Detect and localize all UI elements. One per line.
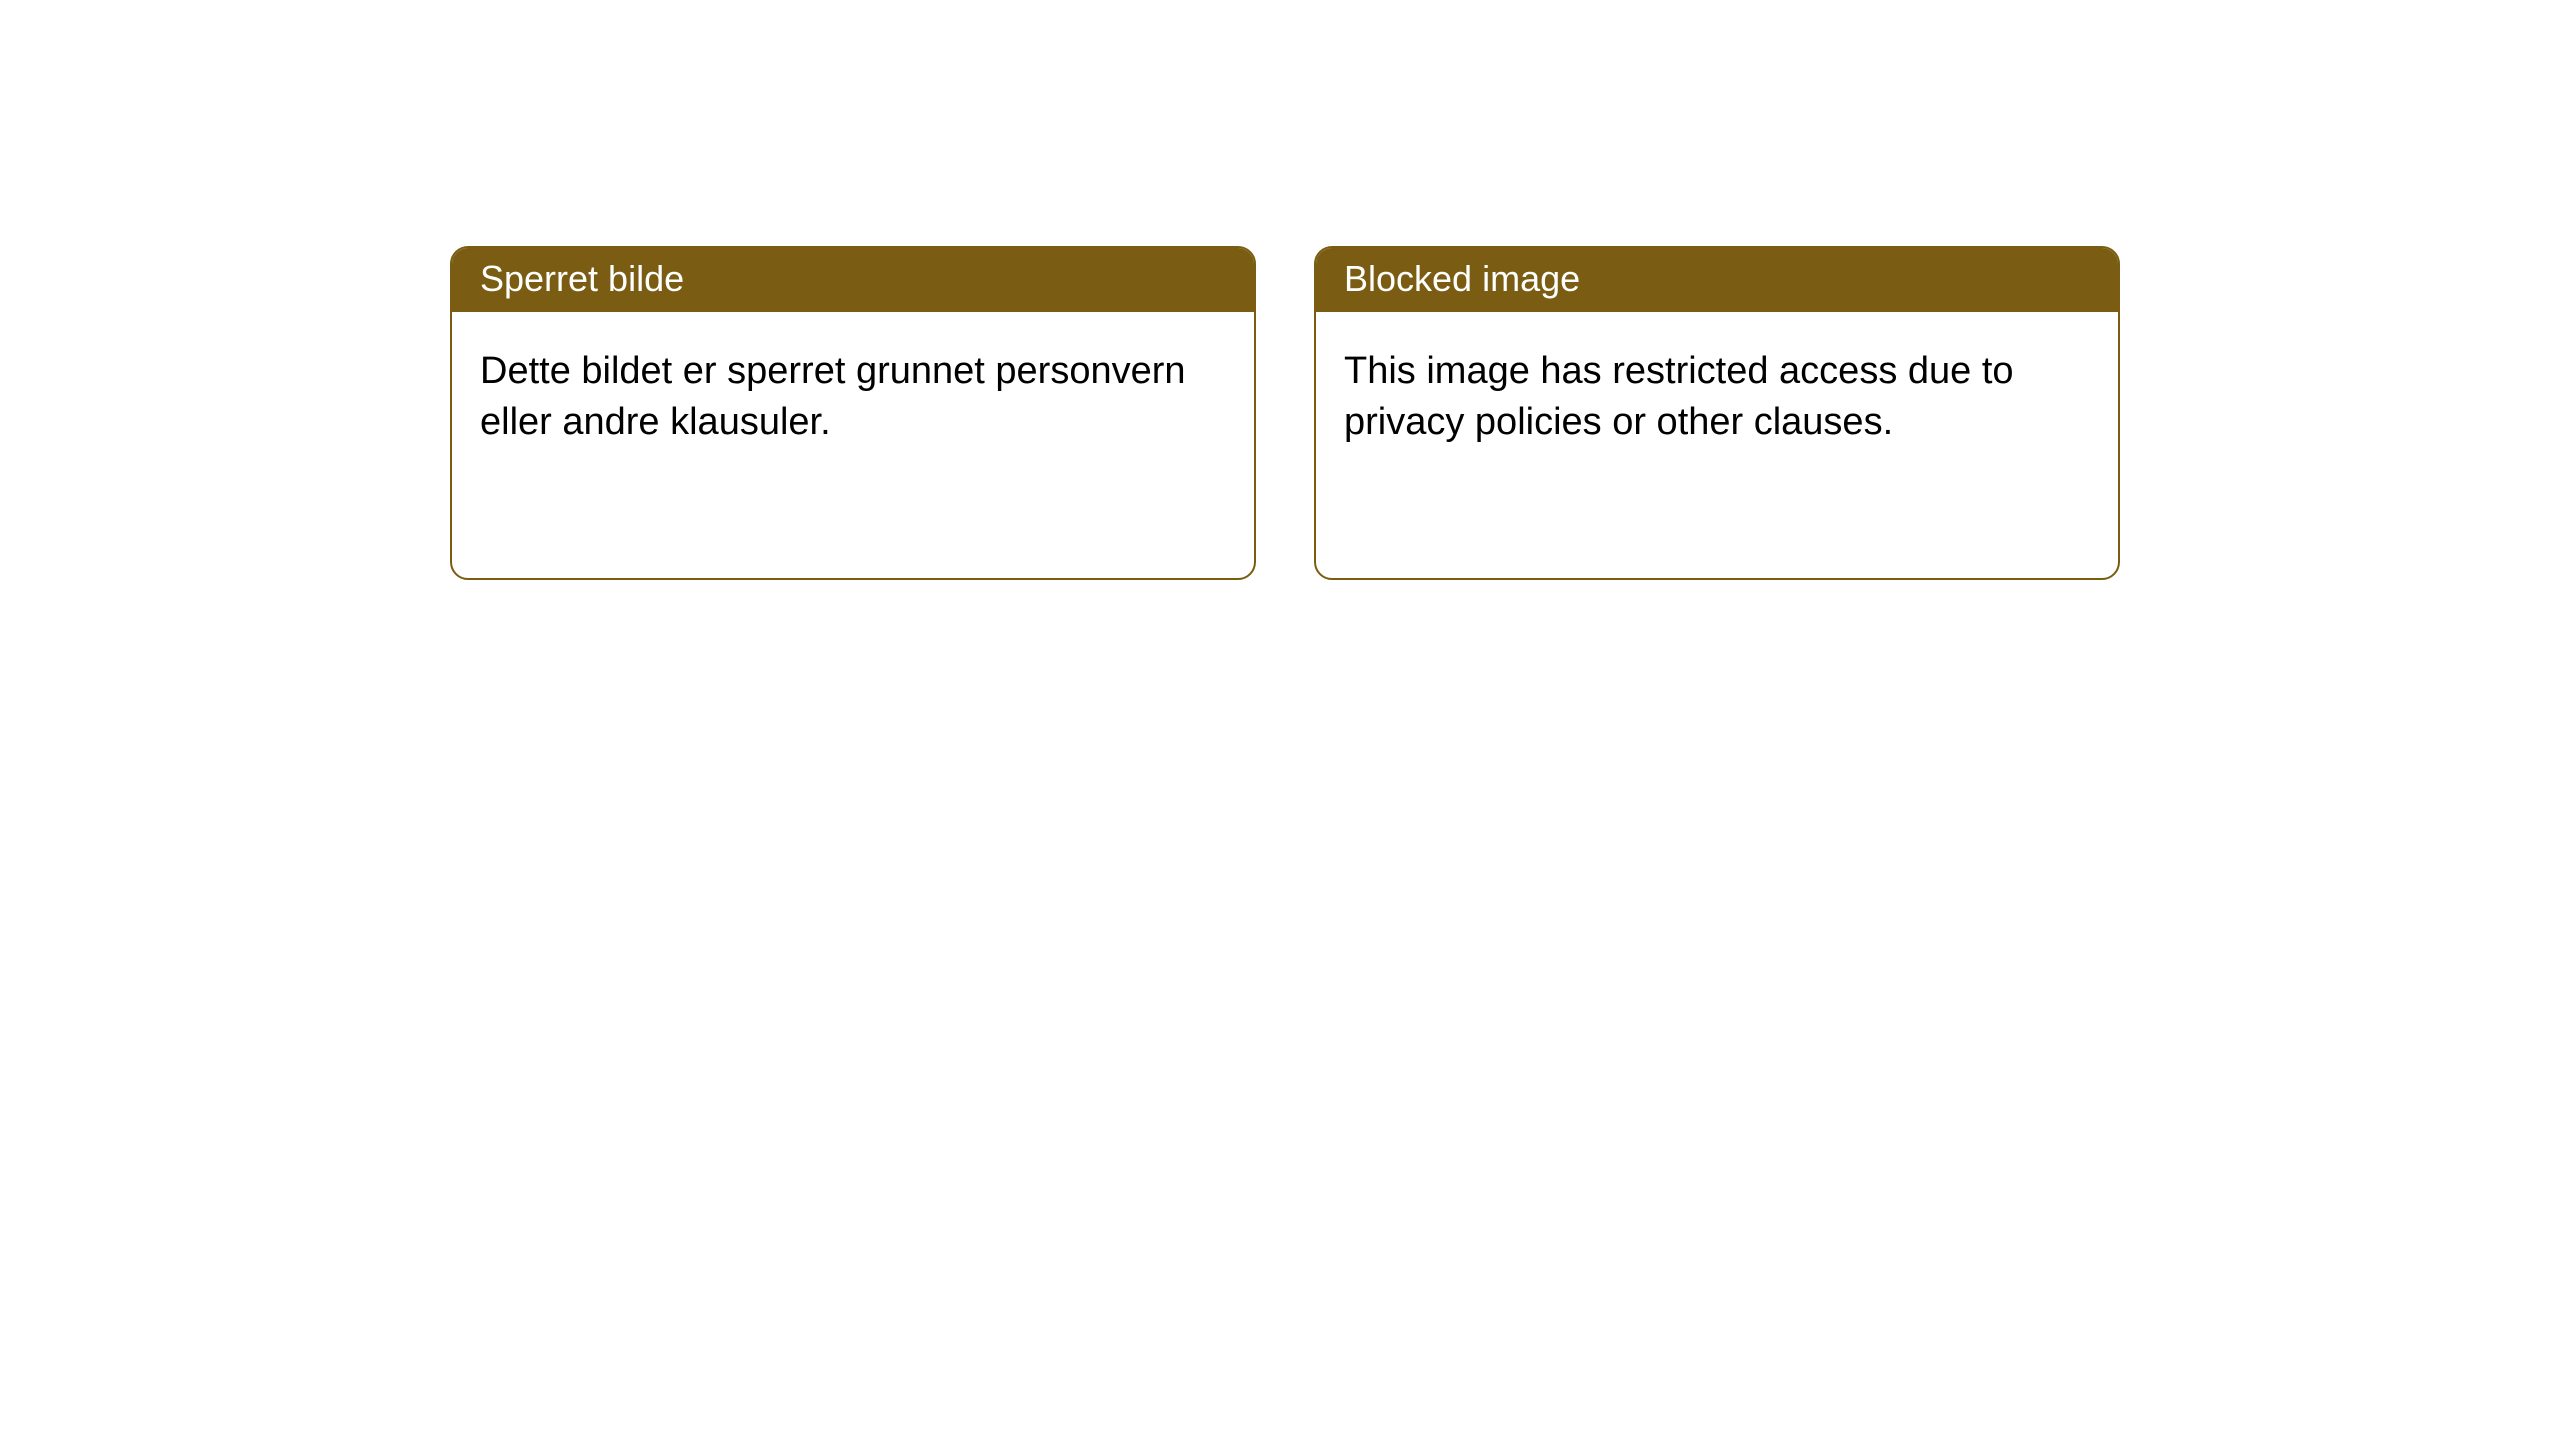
notice-header: Sperret bilde — [452, 248, 1254, 312]
notice-body: This image has restricted access due to … — [1316, 312, 2118, 483]
notice-container: Sperret bilde Dette bildet er sperret gr… — [0, 0, 2560, 580]
notice-card-english: Blocked image This image has restricted … — [1314, 246, 2120, 580]
notice-header: Blocked image — [1316, 248, 2118, 312]
notice-body: Dette bildet er sperret grunnet personve… — [452, 312, 1254, 483]
notice-card-norwegian: Sperret bilde Dette bildet er sperret gr… — [450, 246, 1256, 580]
